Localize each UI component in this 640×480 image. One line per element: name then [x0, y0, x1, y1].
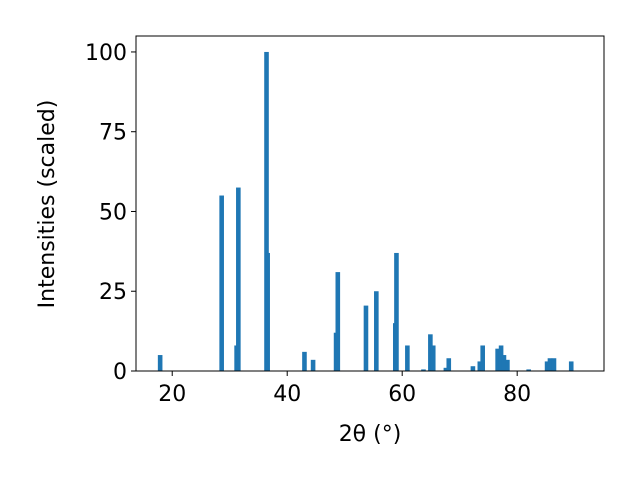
bar: [157, 355, 163, 371]
x-tick-label: 60: [388, 382, 416, 407]
bar: [374, 291, 379, 371]
bar: [495, 348, 500, 371]
x-tick-label: 40: [273, 382, 301, 407]
bar: [363, 305, 369, 371]
y-tick-label: 75: [99, 121, 127, 146]
y-axis-label: Intensities (scaled): [35, 100, 60, 309]
plot-frame: [135, 35, 605, 372]
bar: [265, 252, 270, 371]
bar: [430, 345, 436, 371]
bar: [428, 334, 433, 371]
bar: [264, 51, 269, 371]
x-tick-label: 80: [503, 382, 531, 407]
x-axis-label: 2θ (°): [339, 422, 402, 447]
y-tick-label: 50: [99, 200, 127, 225]
bar: [236, 187, 241, 371]
bar: [568, 361, 574, 371]
y-tick-label: 25: [99, 280, 127, 305]
bar: [310, 359, 316, 371]
bar: [405, 345, 410, 371]
bar: [498, 345, 504, 371]
bar: [446, 358, 452, 371]
bar: [526, 369, 531, 371]
y-tick-label: 100: [85, 41, 127, 66]
bar: [480, 345, 485, 371]
x-tick-label: 20: [158, 382, 186, 407]
bar: [335, 272, 341, 371]
bar: [501, 355, 507, 371]
bar: [421, 369, 426, 371]
bar: [394, 252, 399, 371]
bar: [302, 351, 307, 371]
bar: [443, 367, 449, 371]
bar: [547, 358, 553, 371]
bar: [505, 359, 510, 371]
bar: [551, 358, 557, 371]
y-tick-label: 0: [113, 360, 127, 385]
bar: [470, 366, 476, 371]
bar: [477, 361, 483, 371]
bar: [544, 361, 550, 371]
bar: [219, 195, 224, 371]
